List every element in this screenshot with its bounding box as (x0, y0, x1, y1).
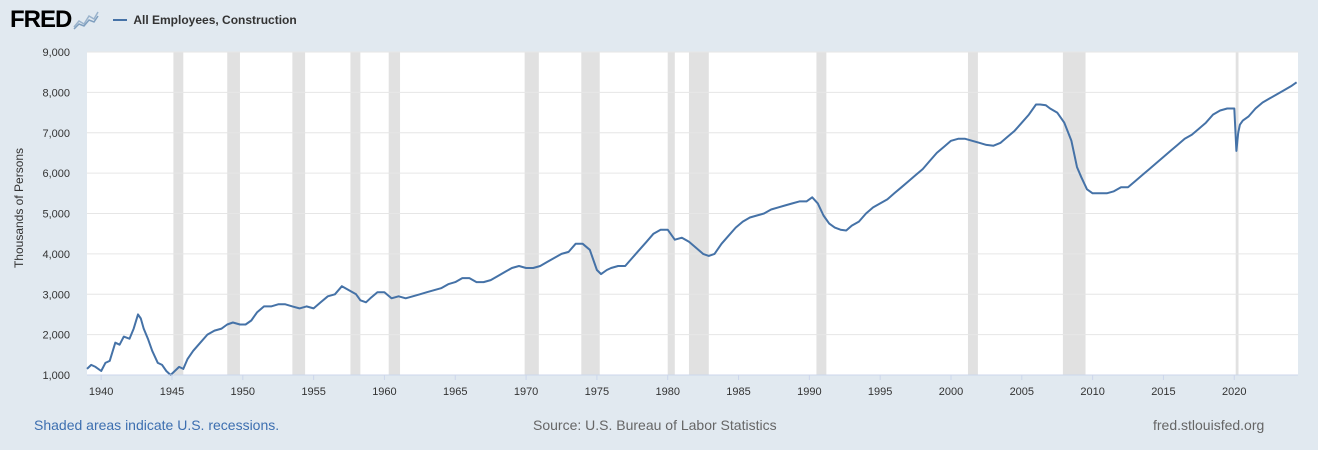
x-tick-label: 2015 (1151, 386, 1175, 398)
site-url[interactable]: fred.stlouisfed.org (1153, 417, 1265, 433)
x-tick-label: 1960 (372, 386, 396, 398)
fred-logo[interactable]: FRED (10, 6, 72, 33)
y-tick-label: 3,000 (42, 289, 70, 301)
x-axis-ticks: 1940 1945 1950 1955 1960 1965 1970 1975 1980 1985… (87, 374, 1298, 398)
y-tick-label: 9,000 (42, 47, 70, 59)
y-axis-ticks: 1,000 2,000 3,000 4,000 5,000 6,000 7,000 8,000… (42, 47, 70, 382)
x-tick-label: 1995 (868, 386, 892, 398)
x-tick-label: 2005 (1010, 386, 1034, 398)
y-tick-label: 5,000 (42, 209, 70, 221)
recession-note[interactable]: Shaded areas indicate U.S. recessions. (34, 417, 280, 433)
x-tick-label: 1980 (655, 386, 679, 398)
x-tick-label: 1985 (726, 386, 750, 398)
legend-swatch (113, 19, 128, 21)
x-tick-label: 1990 (797, 386, 821, 398)
y-tick-label: 7,000 (42, 128, 70, 140)
x-tick-label: 1970 (514, 386, 538, 398)
x-tick-label: 2010 (1080, 386, 1104, 398)
x-tick-label: 2020 (1222, 386, 1246, 398)
y-tick-label: 4,000 (42, 249, 70, 261)
x-tick-label: 1945 (160, 386, 184, 398)
x-tick-label: 1975 (585, 386, 609, 398)
y-axis-title: Thousands of Persons (12, 148, 26, 268)
fred-chart-icon (73, 10, 100, 30)
x-tick-label: 2000 (939, 386, 963, 398)
y-tick-label: 2,000 (42, 330, 70, 342)
series-layer (86, 81, 1298, 376)
x-tick-label: 1965 (443, 386, 467, 398)
legend-label: All Employees, Construction (133, 13, 297, 27)
x-tick-label: 1955 (301, 386, 325, 398)
x-tick-label: 1940 (89, 386, 113, 398)
chart-header: FRED All Employees, Construction (10, 8, 297, 32)
y-tick-label: 1,000 (42, 370, 70, 382)
y-tick-label: 8,000 (42, 87, 70, 99)
x-tick-label: 1950 (231, 386, 255, 398)
source-note: Source: U.S. Bureau of Labor Statistics (533, 417, 777, 433)
series-line-0[interactable] (86, 81, 1298, 376)
legend[interactable]: All Employees, Construction (113, 13, 297, 27)
y-tick-label: 6,000 (42, 168, 70, 180)
